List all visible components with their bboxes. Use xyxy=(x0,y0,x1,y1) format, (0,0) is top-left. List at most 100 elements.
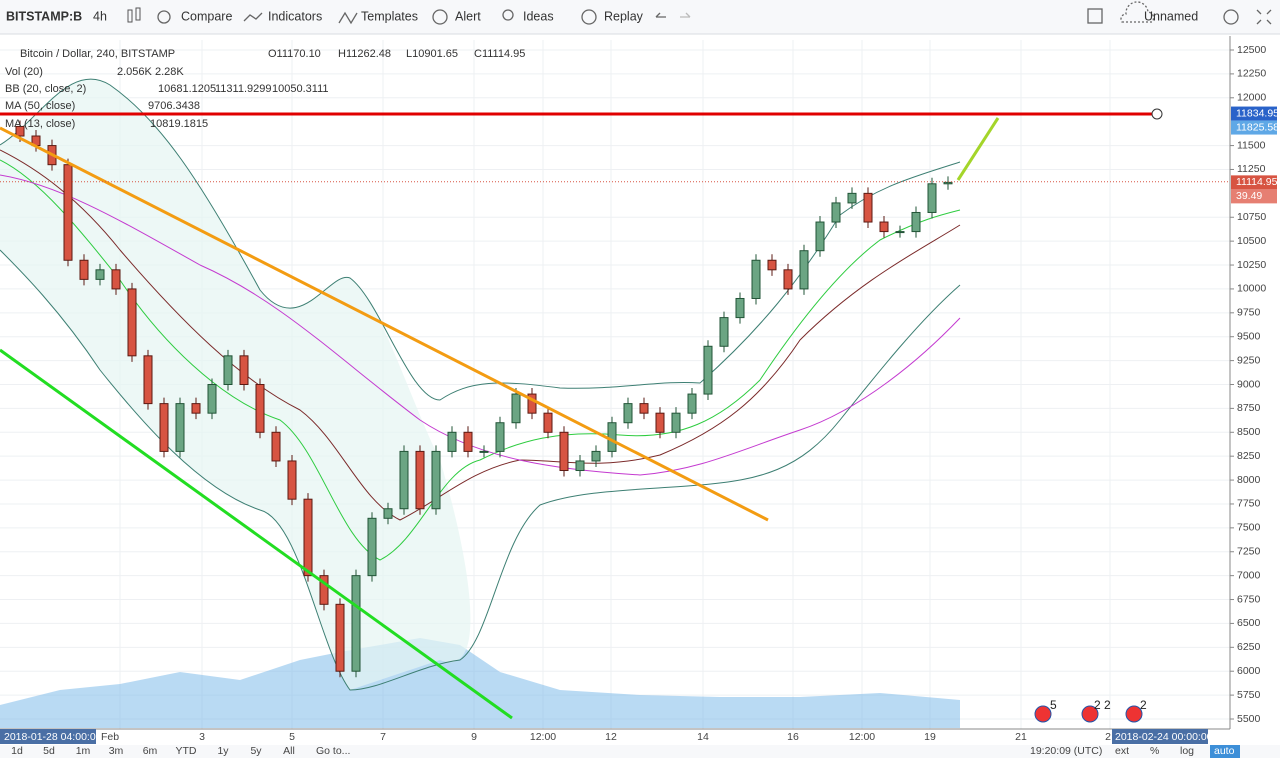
candle[interactable] xyxy=(63,164,73,261)
replay-button[interactable]: Replay xyxy=(604,9,644,23)
candle[interactable] xyxy=(207,384,217,414)
candle[interactable] xyxy=(607,422,617,452)
time-label: 21 xyxy=(1015,731,1027,743)
event-icon[interactable] xyxy=(1081,705,1099,723)
candle[interactable] xyxy=(223,355,233,386)
indicators-button[interactable]: Indicators xyxy=(268,9,322,23)
candle[interactable] xyxy=(111,269,121,290)
price-tick-label: 7250 xyxy=(1237,546,1261,558)
candle[interactable] xyxy=(799,250,809,290)
candle[interactable] xyxy=(303,498,313,577)
time-label: 9 xyxy=(471,731,477,743)
option-button[interactable]: ext xyxy=(1115,745,1129,757)
candle[interactable] xyxy=(623,403,633,424)
candle[interactable] xyxy=(479,450,489,453)
candle[interactable] xyxy=(863,192,873,223)
price-badge-label: 11825.58 xyxy=(1236,121,1279,133)
candle[interactable] xyxy=(527,393,537,414)
option-button[interactable]: auto xyxy=(1214,745,1235,757)
candle[interactable] xyxy=(287,460,297,500)
candle[interactable] xyxy=(831,202,841,223)
legend-low: L10901.65 xyxy=(406,48,458,60)
goto-button[interactable]: Go to... xyxy=(316,745,350,757)
candle[interactable] xyxy=(383,508,393,519)
legend-open: O11170.10 xyxy=(268,48,321,60)
candle[interactable] xyxy=(895,231,905,234)
line-handle[interactable] xyxy=(1151,108,1163,120)
candle[interactable] xyxy=(143,355,153,405)
candle[interactable] xyxy=(559,431,569,472)
candle[interactable] xyxy=(191,403,201,414)
candle[interactable] xyxy=(463,431,473,452)
price-badge xyxy=(1231,106,1277,121)
candle[interactable] xyxy=(847,192,857,204)
range-button[interactable]: 3m xyxy=(109,745,124,757)
candle[interactable] xyxy=(543,412,553,433)
candle[interactable] xyxy=(319,575,329,605)
candle[interactable] xyxy=(639,403,649,414)
price-tick-label: 10500 xyxy=(1237,235,1266,247)
candle[interactable] xyxy=(367,517,377,577)
candle[interactable] xyxy=(127,288,137,357)
time-label: 12:00 xyxy=(849,731,875,743)
candle[interactable] xyxy=(511,393,521,424)
layout-name[interactable]: Unnamed xyxy=(1144,9,1198,23)
candle[interactable] xyxy=(879,221,889,233)
price-axis xyxy=(1230,36,1280,730)
candle[interactable] xyxy=(335,603,345,672)
projection-line[interactable] xyxy=(956,117,1000,181)
range-button[interactable]: 6m xyxy=(143,745,158,757)
candle[interactable] xyxy=(15,125,25,137)
candle[interactable] xyxy=(783,269,793,290)
candle[interactable] xyxy=(719,317,729,347)
candle[interactable] xyxy=(495,422,505,452)
event-icon[interactable] xyxy=(1034,705,1052,723)
candle[interactable] xyxy=(927,183,937,213)
candle[interactable] xyxy=(575,460,585,472)
candle[interactable] xyxy=(655,412,665,433)
range-button[interactable]: 1m xyxy=(76,745,91,757)
candle[interactable] xyxy=(255,384,265,433)
candle[interactable] xyxy=(399,450,409,510)
compare-button[interactable]: Compare xyxy=(181,9,232,23)
templates-button[interactable]: Templates xyxy=(361,9,418,23)
indicator-value: 2.28K xyxy=(155,66,184,78)
range-button[interactable]: 5y xyxy=(250,745,262,757)
candle[interactable] xyxy=(79,259,89,280)
option-button[interactable]: % xyxy=(1150,745,1159,757)
candle[interactable] xyxy=(687,393,697,414)
candle[interactable] xyxy=(271,431,281,462)
candle[interactable] xyxy=(351,575,361,672)
candle[interactable] xyxy=(175,403,185,452)
ideas-button[interactable]: Ideas xyxy=(523,9,554,23)
candle[interactable] xyxy=(239,355,249,386)
candle[interactable] xyxy=(591,450,601,462)
candle[interactable] xyxy=(767,259,777,271)
range-button[interactable]: All xyxy=(283,745,295,757)
trend-line-green[interactable] xyxy=(0,348,513,720)
candle[interactable] xyxy=(751,259,761,299)
candle[interactable] xyxy=(943,181,953,185)
candle[interactable] xyxy=(159,403,169,452)
candle[interactable] xyxy=(431,450,441,510)
candle[interactable] xyxy=(415,450,425,510)
option-button[interactable]: log xyxy=(1180,745,1194,757)
candle[interactable] xyxy=(447,431,457,452)
candle[interactable] xyxy=(703,345,713,395)
time-end-badge xyxy=(1112,729,1208,744)
event-icon[interactable] xyxy=(1125,705,1143,723)
candle[interactable] xyxy=(95,269,105,280)
candle[interactable] xyxy=(671,412,681,433)
candle[interactable] xyxy=(911,211,921,233)
interval[interactable]: 4h xyxy=(93,9,107,23)
candle[interactable] xyxy=(735,297,745,319)
candle[interactable] xyxy=(815,221,825,252)
alert-button[interactable]: Alert xyxy=(455,9,481,23)
range-button[interactable]: 1y xyxy=(217,745,229,757)
trend-line-orange[interactable] xyxy=(0,126,769,522)
range-button[interactable]: 1d xyxy=(11,745,23,757)
candle-icon[interactable] xyxy=(127,7,141,23)
range-button[interactable]: 5d xyxy=(43,745,55,757)
range-button[interactable]: YTD xyxy=(176,745,197,757)
symbol[interactable]: BITSTAMP:B xyxy=(6,9,82,23)
